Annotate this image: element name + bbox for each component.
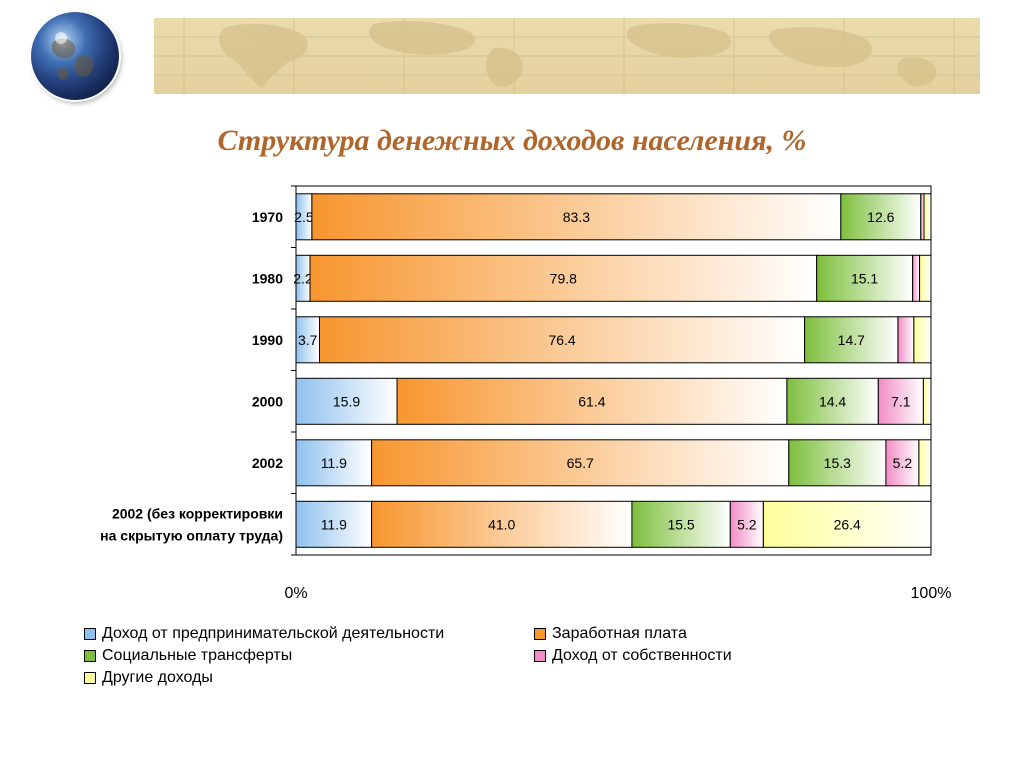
- world-map-decoration: [74, 18, 980, 94]
- bar-segment-property: [885, 439, 920, 487]
- data-label: 15.1: [851, 270, 878, 286]
- category-label: 2002: [252, 455, 283, 471]
- legend-swatch: [84, 650, 96, 662]
- legend-label: Социальные трансферты: [102, 647, 293, 664]
- data-label: 14.4: [819, 393, 846, 409]
- legend-label: Заработная плата: [552, 625, 687, 642]
- globe-continents: [51, 32, 94, 80]
- data-label: 11.9: [321, 516, 347, 532]
- chart-legend: Доход от предпринимательской деятельност…: [84, 624, 844, 690]
- bar-segment-property: [897, 316, 915, 364]
- data-label: 2.5: [294, 209, 314, 225]
- header-banner: [74, 18, 980, 94]
- legend-label: Другие доходы: [102, 669, 213, 686]
- bar-segment-social: [788, 439, 887, 487]
- plot-area: [295, 185, 932, 556]
- data-label: 12.6: [867, 209, 894, 225]
- legend-item-entrepreneurial: Доход от предпринимательской деятельност…: [84, 624, 444, 644]
- data-label: 5.2: [737, 516, 757, 532]
- bar-segment-social: [786, 377, 879, 425]
- bar-segment-property: [729, 500, 764, 548]
- globe-icon: [31, 12, 119, 100]
- bar-segment-entrepreneurial: [295, 377, 398, 425]
- bar-segment-other: [762, 500, 932, 548]
- data-label: 41.0: [488, 516, 515, 532]
- x-tick-label: 0%: [284, 585, 307, 602]
- legend-swatch: [534, 650, 546, 662]
- bar-segment-wages: [311, 193, 842, 241]
- legend-swatch: [84, 672, 96, 684]
- bar-segment-other: [919, 254, 932, 302]
- legend-item-property: Доход от собственности: [534, 646, 732, 666]
- bar-segment-wages: [309, 254, 818, 302]
- data-label: 2.2: [293, 270, 313, 286]
- data-label: 76.4: [548, 332, 575, 348]
- bar-segment-other: [922, 377, 932, 425]
- category-label: 1990: [252, 332, 283, 348]
- legend-label: Доход от предпринимательской деятельност…: [102, 625, 445, 642]
- bar-segment-property: [912, 254, 921, 302]
- data-label: 83.3: [563, 209, 590, 225]
- bar-segment-entrepreneurial: [295, 439, 373, 487]
- slide-title: Структура денежных доходов населения, %: [217, 124, 807, 157]
- data-label: 3.7: [298, 332, 318, 348]
- bar-segment-social: [816, 254, 914, 302]
- data-label: 15.9: [333, 393, 360, 409]
- data-label: 11.9: [321, 455, 347, 471]
- x-tick-label: 100%: [911, 585, 952, 602]
- bar-segment-other: [923, 193, 932, 241]
- bar-segment-social: [804, 316, 899, 364]
- bar-segment-entrepreneurial: [295, 500, 373, 548]
- legend-item-wages: Заработная плата: [534, 624, 687, 644]
- data-label: 5.2: [893, 455, 913, 471]
- category-label: на скрытую оплату труда): [100, 527, 283, 543]
- data-label: 7.1: [891, 393, 911, 409]
- legend-swatch: [84, 628, 96, 640]
- data-label: 15.3: [824, 455, 851, 471]
- bar-segment-wages: [396, 377, 788, 425]
- bar-segment-wages: [319, 316, 806, 364]
- data-label: 26.4: [834, 516, 861, 532]
- category-label: 1970: [252, 209, 283, 225]
- bar-segment-wages: [371, 439, 790, 487]
- legend-label: Доход от собственности: [552, 647, 732, 664]
- data-label: 79.8: [550, 270, 577, 286]
- data-label: 14.7: [838, 332, 865, 348]
- legend-item-social: Социальные трансферты: [84, 646, 292, 666]
- category-label: 1980: [252, 270, 283, 286]
- bar-segment-social: [840, 193, 922, 241]
- bar-segment-property: [877, 377, 924, 425]
- bar-segment-wages: [371, 500, 633, 548]
- data-label: 15.5: [667, 516, 694, 532]
- bar-segment-other: [913, 316, 932, 364]
- legend-item-other: Другие доходы: [84, 668, 213, 688]
- legend-swatch: [534, 628, 546, 640]
- category-label: 2002 (без корректировки: [112, 505, 283, 521]
- data-label: 65.7: [567, 455, 594, 471]
- data-label: 61.4: [578, 393, 605, 409]
- category-label: 2000: [252, 393, 283, 409]
- bar-segment-other: [918, 439, 932, 487]
